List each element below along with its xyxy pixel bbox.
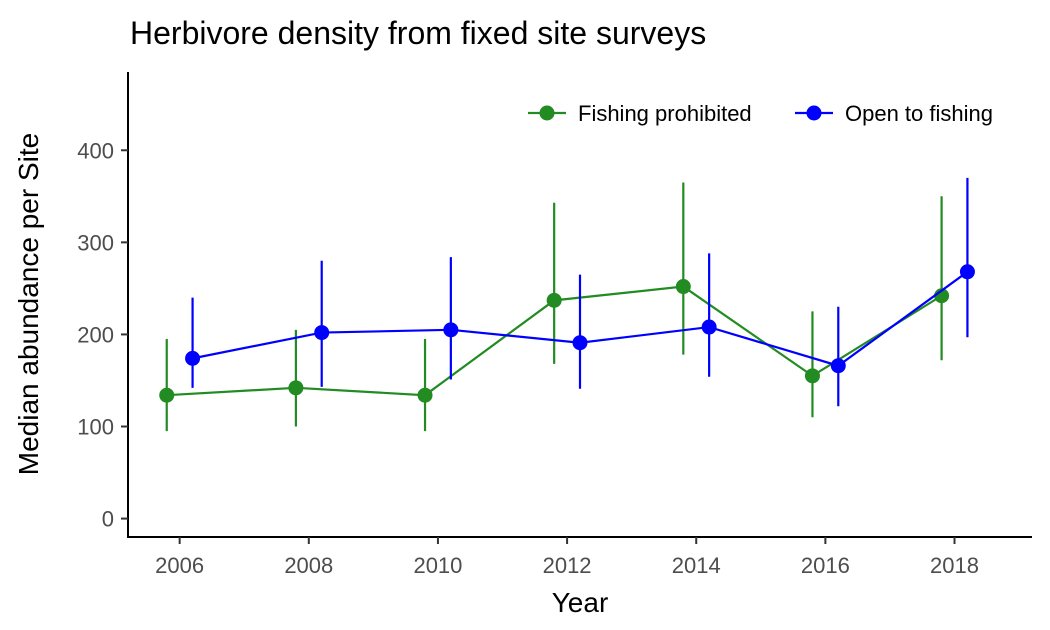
x-tick-label: 2008: [284, 553, 333, 578]
data-point: [804, 368, 820, 384]
y-tick-label: 400: [77, 138, 114, 163]
series-open-to-fishing: [185, 177, 975, 407]
data-point: [959, 264, 975, 280]
series-fishing-prohibited: [159, 182, 950, 432]
legend-label: Open to fishing: [845, 101, 993, 126]
chart-title: Herbivore density from fixed site survey…: [130, 15, 706, 51]
data-point: [443, 322, 459, 338]
data-point: [185, 350, 201, 366]
data-point: [572, 335, 588, 351]
data-point: [546, 292, 562, 308]
legend-label: Fishing prohibited: [578, 101, 752, 126]
y-tick-label: 0: [102, 507, 114, 532]
x-tick-label: 2012: [543, 553, 592, 578]
data-point: [417, 387, 433, 403]
y-axis: 0 100 200 300 400: [77, 72, 129, 537]
y-tick-label: 300: [77, 230, 114, 255]
legend-key-marker: [539, 105, 555, 121]
legend: Fishing prohibited Open to fishing: [528, 101, 993, 126]
y-axis-title: Median abundance per Site: [13, 133, 44, 475]
series-layer: [159, 177, 975, 432]
data-point: [701, 319, 717, 335]
y-tick-label: 100: [77, 415, 114, 440]
x-ticks: 2006 2008 2010 2012 2014 2016 2018: [155, 537, 979, 578]
x-tick-label: 2006: [155, 553, 204, 578]
x-tick-label: 2010: [413, 553, 462, 578]
data-point: [675, 279, 691, 295]
data-point: [314, 325, 330, 341]
data-point: [159, 387, 175, 403]
legend-item-open-to-fishing: Open to fishing: [795, 101, 993, 126]
data-point: [288, 380, 304, 396]
x-tick-label: 2016: [801, 553, 850, 578]
x-tick-label: 2014: [672, 553, 721, 578]
legend-key-marker: [806, 105, 822, 121]
legend-item-fishing-prohibited: Fishing prohibited: [528, 101, 752, 126]
x-axis: 2006 2008 2010 2012 2014 2016 2018: [127, 536, 1032, 578]
y-tick-label: 200: [77, 322, 114, 347]
data-point: [830, 358, 846, 374]
y-ticks: 0 100 200 300 400: [77, 138, 128, 532]
x-axis-title: Year: [552, 587, 609, 618]
x-tick-label: 2018: [930, 553, 979, 578]
